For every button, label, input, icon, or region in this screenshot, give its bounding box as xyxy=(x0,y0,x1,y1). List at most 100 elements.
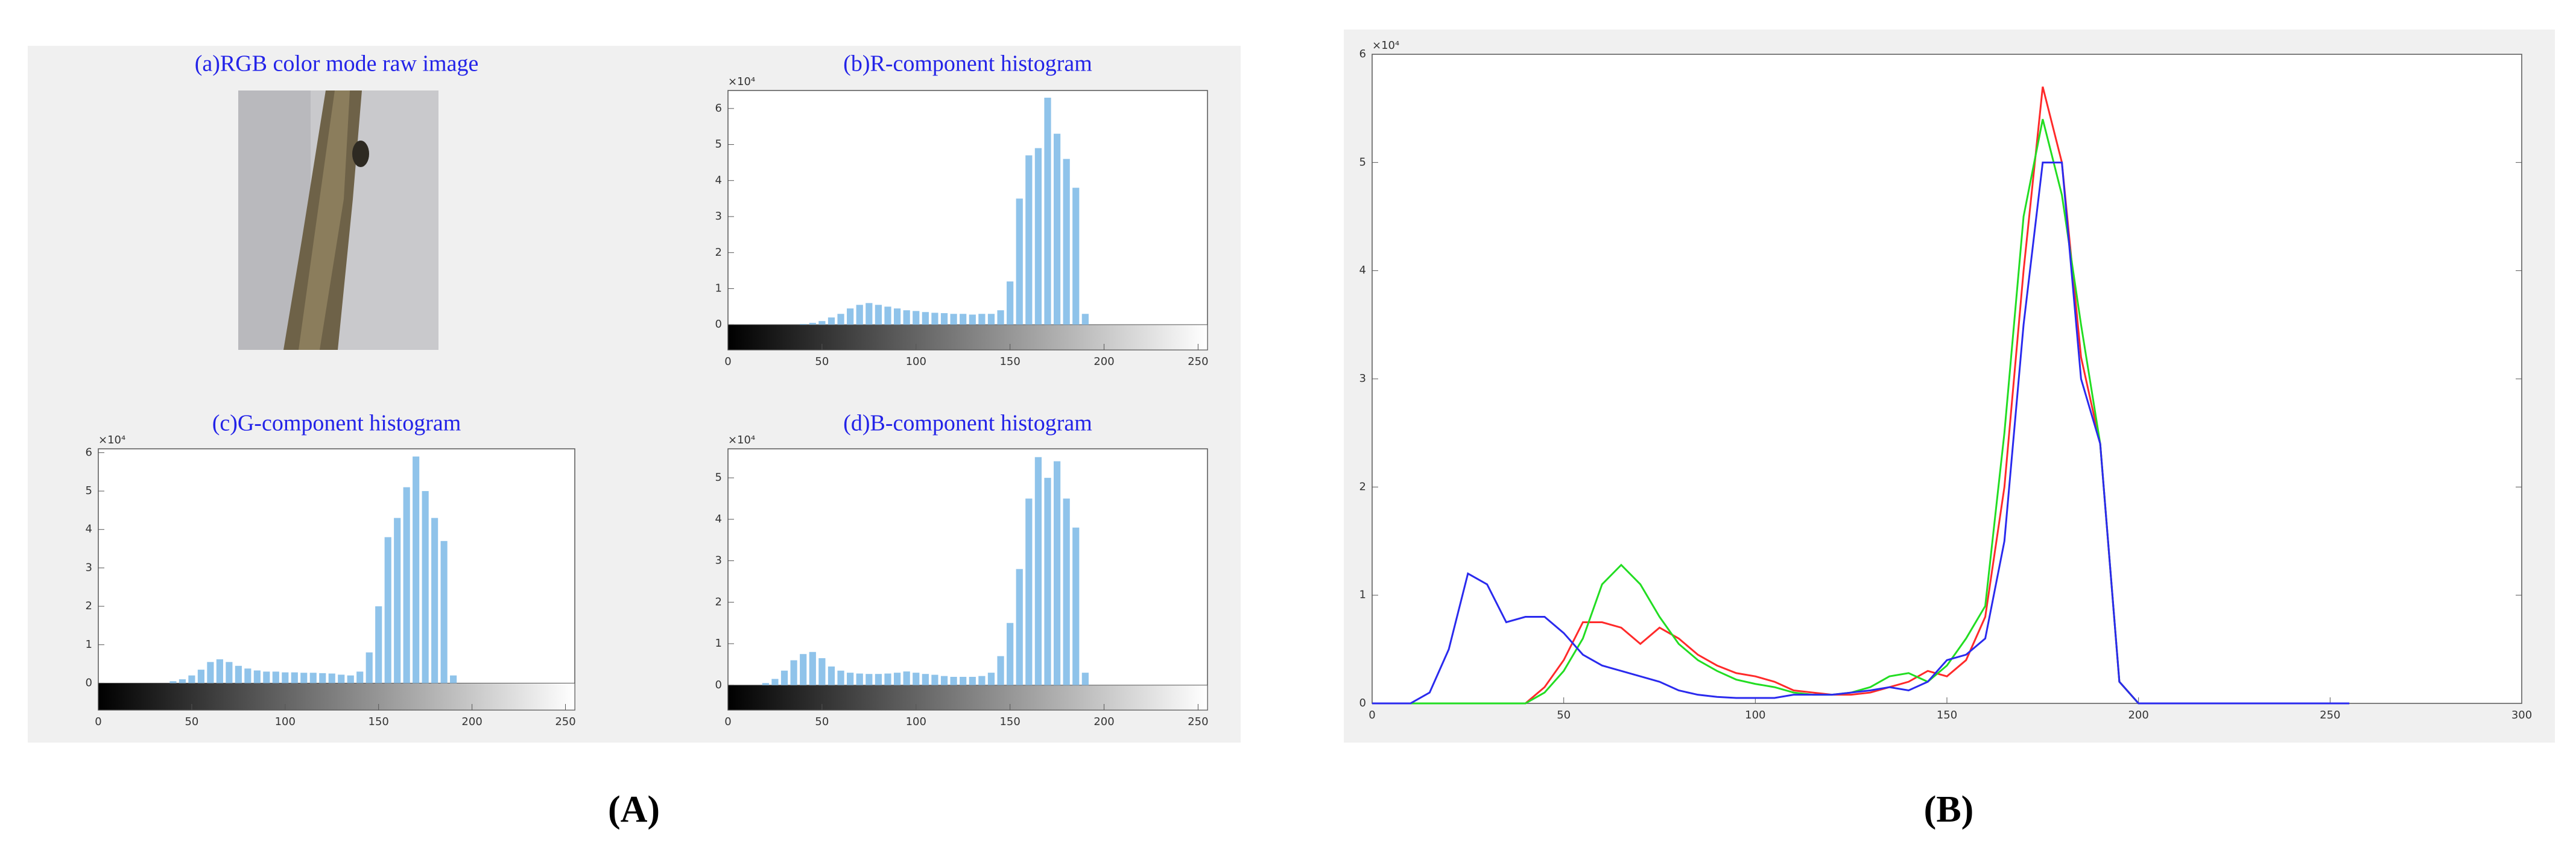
y-tick-label: 2 xyxy=(715,246,722,259)
bar xyxy=(272,671,279,683)
y-tick-label: 5 xyxy=(86,484,92,497)
y-tick-label: 3 xyxy=(86,561,92,574)
bar xyxy=(884,673,891,685)
raw-image xyxy=(238,90,438,350)
x-tick-label: 250 xyxy=(555,715,575,728)
y-tick-label: 0 xyxy=(1359,697,1366,709)
bar xyxy=(866,674,873,685)
x-tick-label: 0 xyxy=(95,715,101,728)
bar xyxy=(922,674,929,685)
bar xyxy=(1044,478,1051,685)
bar xyxy=(309,673,317,683)
x-tick-label: 250 xyxy=(2320,709,2340,721)
bar xyxy=(856,673,863,685)
bar xyxy=(450,675,457,683)
bar xyxy=(856,305,863,325)
bar xyxy=(1034,457,1042,685)
bar xyxy=(780,670,788,685)
y-tick-label: 3 xyxy=(715,554,722,567)
x-tick-label: 100 xyxy=(275,715,296,728)
y-tick-label: 3 xyxy=(1359,372,1366,385)
y-tick-label: 4 xyxy=(86,523,92,536)
bar xyxy=(950,677,957,685)
x-tick-label: 100 xyxy=(906,355,926,368)
bar xyxy=(207,662,214,683)
bar xyxy=(913,673,920,685)
y-tick-label: 6 xyxy=(715,102,722,115)
bar xyxy=(866,303,873,325)
bar xyxy=(226,662,233,683)
chart-title: (d)B-component histogram xyxy=(843,411,1092,436)
x-tick-label: 200 xyxy=(1093,355,1114,368)
y-multiplier: ×10⁴ xyxy=(98,434,125,446)
bar xyxy=(235,665,242,683)
bar xyxy=(1072,527,1080,685)
bar xyxy=(818,658,826,685)
bar xyxy=(931,312,938,325)
y-tick-label: 4 xyxy=(1359,264,1366,277)
bar xyxy=(800,324,807,325)
bar xyxy=(366,652,373,683)
bar xyxy=(291,672,298,683)
bar xyxy=(1053,461,1061,685)
bar xyxy=(960,677,967,685)
y-tick-label: 0 xyxy=(715,318,722,331)
x-tick-label: 0 xyxy=(724,715,731,728)
x-tick-label: 200 xyxy=(2128,709,2148,721)
y-tick-label: 4 xyxy=(715,174,722,186)
bar xyxy=(356,671,364,683)
chart-title: (b)R-component histogram xyxy=(843,51,1092,77)
bar xyxy=(216,659,223,683)
x-tick-label: 200 xyxy=(461,715,482,728)
y-multiplier: ×10⁴ xyxy=(1372,39,1399,52)
x-tick-label: 150 xyxy=(999,715,1020,728)
bar xyxy=(940,676,948,685)
bar xyxy=(800,654,807,685)
x-tick-label: 200 xyxy=(1093,715,1114,728)
bar xyxy=(987,673,995,685)
bar xyxy=(338,674,345,683)
y-tick-label: 6 xyxy=(86,446,92,458)
colorbar xyxy=(98,682,575,711)
x-tick-label: 300 xyxy=(2511,709,2532,721)
x-tick-label: 150 xyxy=(999,355,1020,368)
y-tick-label: 2 xyxy=(86,600,92,612)
bar xyxy=(188,675,195,683)
bar xyxy=(847,673,854,685)
y-tick-label: 0 xyxy=(715,679,722,691)
plot-area xyxy=(727,448,1208,711)
y-tick-label: 1 xyxy=(86,638,92,651)
bar xyxy=(431,518,438,683)
bar xyxy=(413,456,420,683)
bar xyxy=(969,677,976,685)
bar xyxy=(244,668,252,683)
bar xyxy=(1063,498,1070,685)
bar xyxy=(903,310,910,325)
bar xyxy=(1016,198,1023,325)
bar xyxy=(847,308,854,325)
image-title: (a)RGB color mode raw image xyxy=(195,51,479,77)
bar xyxy=(875,305,882,325)
bar xyxy=(978,676,986,685)
bar xyxy=(253,670,261,683)
bar xyxy=(884,306,891,325)
x-tick-label: 150 xyxy=(369,715,389,728)
bar xyxy=(403,487,410,683)
bar xyxy=(790,660,797,685)
y-tick-label: 1 xyxy=(715,637,722,650)
bar xyxy=(1025,155,1033,325)
bar xyxy=(969,314,976,325)
bar xyxy=(263,671,270,683)
bar xyxy=(1025,498,1033,685)
bar xyxy=(950,314,957,325)
bar xyxy=(1081,314,1089,325)
bar xyxy=(818,321,826,325)
bar xyxy=(440,541,448,683)
caption: (B) xyxy=(1924,789,1974,830)
bar xyxy=(1007,281,1014,325)
chart-title: (c)G-component histogram xyxy=(212,411,461,436)
x-tick-label: 50 xyxy=(185,715,198,728)
bar xyxy=(922,312,929,325)
bar xyxy=(197,670,204,683)
bar xyxy=(762,683,769,685)
